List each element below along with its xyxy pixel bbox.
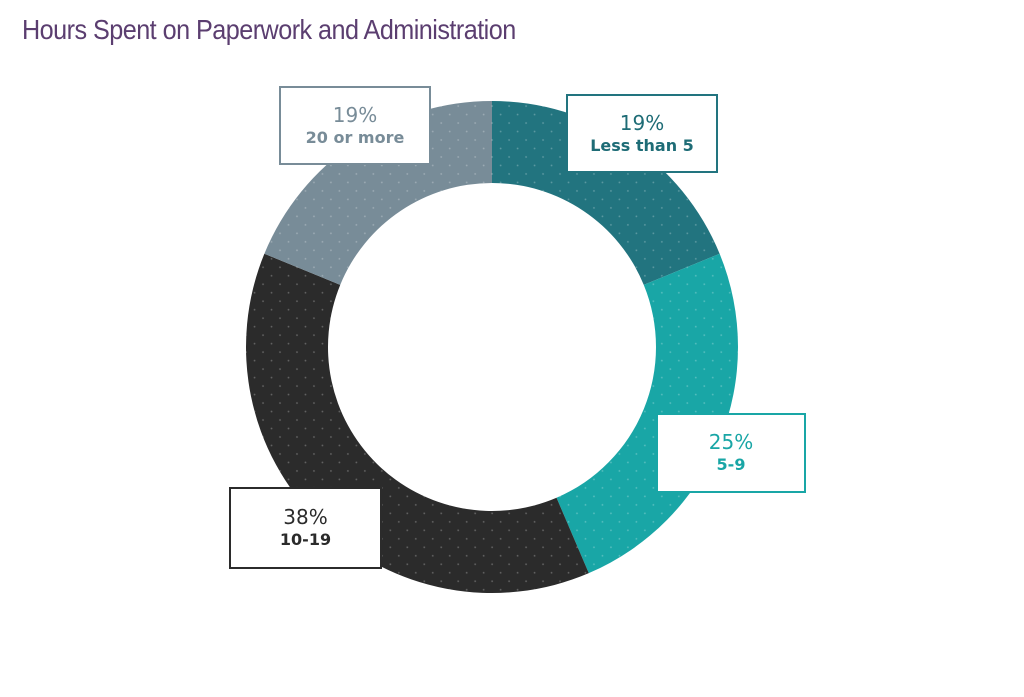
slice-percent-10-19: 38% [283, 505, 328, 529]
donut-slice-texture-less-than-5 [492, 101, 720, 285]
label-box-10-19: 38% 10-19 [229, 487, 382, 569]
slice-label-5-9: 5-9 [716, 455, 746, 474]
slice-label-20-or-more: 20 or more [305, 127, 405, 147]
slice-label-10-19: 10-19 [279, 530, 332, 549]
donut-slice-texture-20-or-more [264, 101, 492, 285]
slice-percent-5-9: 25% [708, 430, 754, 454]
donut-slice-texture-5-9 [556, 253, 738, 574]
slice-label-less-than-5: Less than 5 [590, 135, 694, 155]
slice-percent-less-than-5: 19% [619, 110, 665, 135]
donut-slices [246, 101, 738, 593]
label-box-20-or-more: 19% 20 or more [279, 86, 431, 165]
slice-percent-20-or-more: 19% [332, 102, 378, 127]
chart-title: Hours Spent on Paperwork and Administrat… [22, 14, 516, 45]
label-box-5-9: 25% 5-9 [656, 413, 806, 493]
label-box-less-than-5: 19% Less than 5 [566, 94, 718, 173]
